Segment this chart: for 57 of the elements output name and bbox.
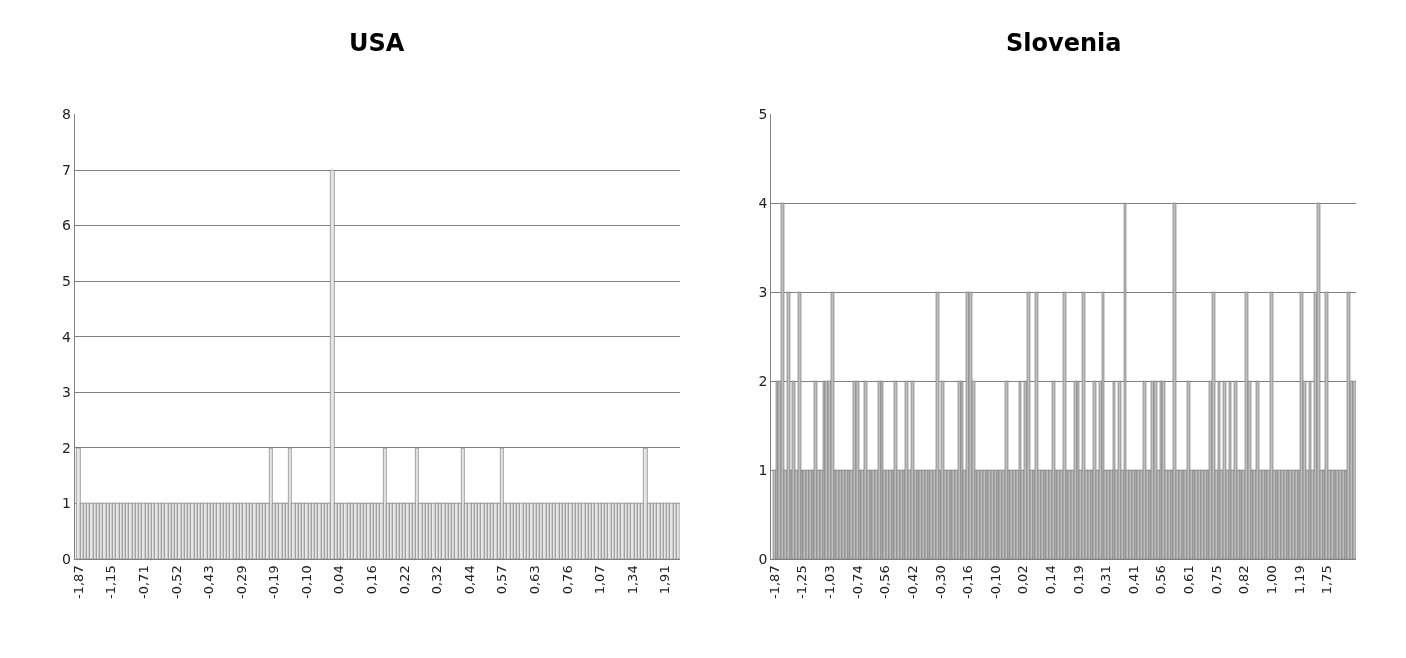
y-tick-label: 8: [61, 106, 71, 123]
x-tick-label: -0,10: [298, 565, 314, 599]
x-tick-label: 0,16: [364, 565, 380, 595]
y-tick-label: 6: [61, 217, 71, 234]
x-tick-label: -0,42: [904, 565, 920, 599]
x-tick-label: 1,75: [1319, 565, 1335, 595]
x-tick-label: -1,87: [766, 565, 782, 599]
x-tick-label: 0,82: [1236, 565, 1252, 595]
y-tick-label: 5: [758, 106, 768, 123]
x-tick-label: 1,19: [1291, 565, 1307, 595]
x-tick-label: -0,43: [201, 565, 217, 599]
y-tick-label: 1: [61, 495, 71, 512]
x-tick-label: 1,00: [1263, 565, 1279, 595]
x-tick-label: -0,16: [960, 565, 976, 599]
x-tick-label: 0,19: [1070, 565, 1086, 595]
x-tick-label: 0,41: [1125, 565, 1141, 595]
x-tick-label: 1,91: [657, 565, 673, 595]
x-tick-label: 0,02: [1015, 565, 1031, 595]
x-tick-label: -0,10: [987, 565, 1003, 599]
x-tick-label: 0,04: [331, 565, 347, 595]
x-tick-label: 0,61: [1181, 565, 1197, 595]
x-tick-label: 1,07: [592, 565, 608, 595]
y-tick-label: 4: [758, 195, 768, 212]
x-tick-label: -1,25: [794, 565, 810, 599]
x-tick-label: -0,29: [233, 565, 249, 599]
y-tick-label: 7: [61, 161, 71, 178]
x-tick-label: 0,76: [559, 565, 575, 595]
x-tick-label: -1,15: [103, 565, 119, 599]
y-tick-label: 1: [758, 462, 768, 479]
x-tick-label: -0,71: [135, 565, 151, 599]
x-tick-label: -0,74: [849, 565, 865, 599]
y-tick-label: 0: [61, 551, 71, 568]
y-tick-label: 2: [758, 373, 768, 390]
y-tick-label: 5: [61, 273, 71, 290]
y-tick-label: 3: [758, 284, 768, 301]
x-tick-label: 0,22: [396, 565, 412, 595]
y-tick-label: 2: [61, 439, 71, 456]
x-tick-label: 0,14: [1043, 565, 1059, 595]
x-tick-label: -0,52: [168, 565, 184, 599]
x-tick-label: 0,32: [429, 565, 445, 595]
chart-title: USA: [349, 29, 405, 57]
x-tick-label: 0,75: [1208, 565, 1224, 595]
y-tick-label: 4: [61, 328, 71, 345]
x-tick-label: -1,03: [822, 565, 838, 599]
x-tick-label: 1,34: [624, 565, 640, 595]
x-tick-label: -0,30: [932, 565, 948, 599]
x-tick-label: 0,44: [461, 565, 477, 595]
x-tick-label: -1,87: [70, 565, 86, 599]
x-tick-label: -0,19: [266, 565, 282, 599]
y-tick-label: 3: [61, 384, 71, 401]
x-tick-label: 0,56: [1153, 565, 1169, 595]
x-tick-label: 0,57: [494, 565, 510, 595]
x-tick-label: -0,56: [877, 565, 893, 599]
x-tick-label: 0,31: [1098, 565, 1114, 595]
x-tick-label: 0,63: [526, 565, 542, 595]
y-tick-label: 0: [758, 551, 768, 568]
chart-title: Slovenia: [1006, 29, 1122, 57]
